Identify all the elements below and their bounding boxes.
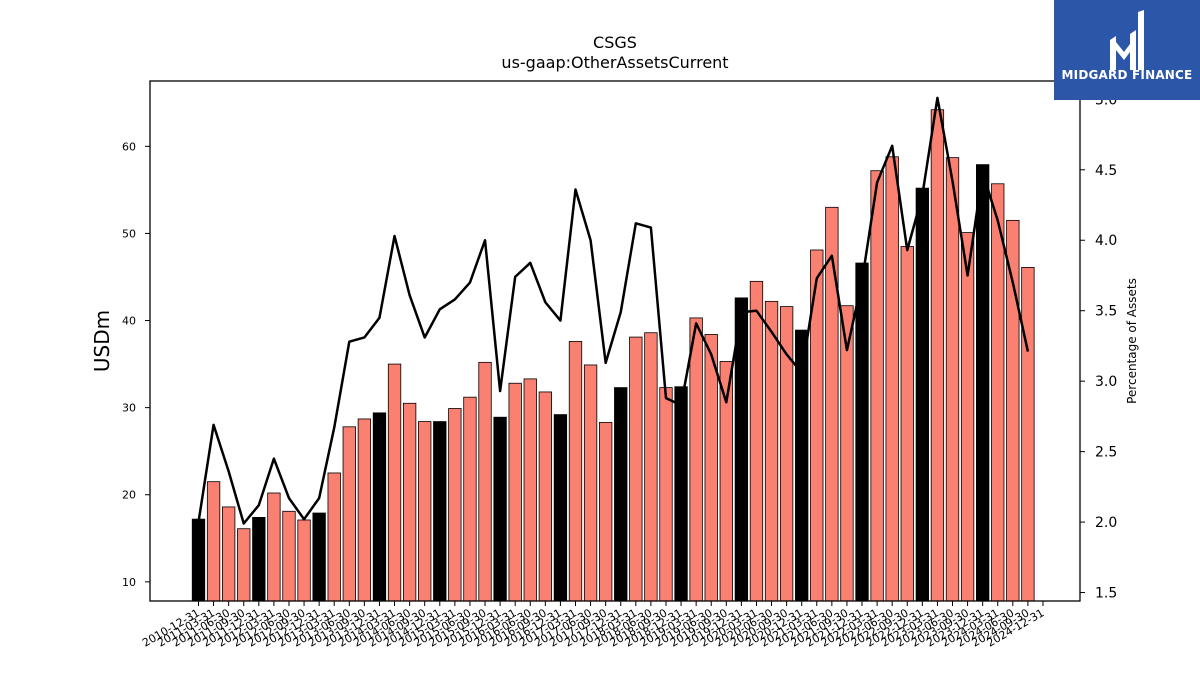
bar [644,332,658,602]
bar [237,528,251,602]
brand-logo: MIDGARD FINANCE [1054,0,1200,100]
bar [267,492,281,602]
bar [418,421,432,602]
bar [885,156,899,602]
bar [372,412,387,602]
bar [463,396,477,602]
bar [599,422,613,602]
y2-tick-label: 4.0 [1095,233,1117,249]
bar [689,317,703,602]
bar [991,183,1005,602]
y-tick-label: 10 [122,576,136,589]
y2-tick-label: 3.0 [1095,374,1117,390]
bar [930,109,945,602]
bar [614,387,628,602]
bar [629,336,643,602]
bar [976,164,990,602]
y2-axis-label: Percentage of Assets [1125,278,1139,404]
bar [387,363,402,602]
bar [779,306,794,602]
bar [448,408,462,602]
bar [960,232,975,602]
bar [825,206,839,602]
bar [538,391,552,602]
bar [855,262,869,602]
y-axis-label: USDm [90,310,114,372]
y-tick-label: 20 [122,489,136,502]
line-layer [197,96,1030,525]
y-tick-label: 30 [122,402,136,415]
bar [900,246,914,602]
bar [583,364,598,602]
y2-axis: 1.52.02.53.03.54.04.55.0 [1080,92,1117,602]
y-tick-label: 60 [122,140,136,153]
bar [945,157,960,602]
bar [523,378,537,602]
bar [402,402,417,602]
bar [312,512,326,602]
bar [357,418,372,602]
bar [191,518,206,602]
percentage-line [197,96,1030,525]
bar [282,510,296,602]
bar [749,280,764,602]
bar [493,416,507,602]
y-tick-label: 50 [122,227,136,240]
bar [915,187,929,602]
chart-subtitle: us-gaap:OtherAssetsCurrent [501,53,728,72]
bar [222,506,236,602]
chart-title: CSGS [593,33,637,52]
y-axis: 10 20 30 40 50 60 [122,140,150,589]
bar [327,472,341,602]
bar [674,386,688,602]
plot-frame [149,80,1081,602]
bar [659,387,673,602]
bar [764,300,779,602]
y2-tick-label: 1.5 [1095,586,1117,602]
bars-layer [191,109,1035,602]
y2-tick-label: 2.0 [1095,515,1117,531]
bar [478,361,492,602]
y2-tick-label: 4.5 [1095,163,1117,179]
bar [433,421,447,602]
bar [1021,266,1035,602]
y2-tick-label: 3.5 [1095,304,1117,320]
bar [252,516,266,602]
bar [553,414,568,602]
bar [568,341,583,602]
y-tick-label: 40 [122,315,136,328]
bar [870,170,884,602]
bar [297,519,311,602]
y2-tick-label: 2.5 [1095,445,1117,461]
bar [508,382,522,602]
bar [342,426,356,602]
x-axis: 2010-12-312011-03-312011-06-302011-09-30… [140,601,1046,650]
logo-text: MIDGARD FINANCE [1061,68,1193,82]
bar [704,334,718,602]
bar [206,481,221,602]
logo-mark-icon [1110,10,1144,70]
